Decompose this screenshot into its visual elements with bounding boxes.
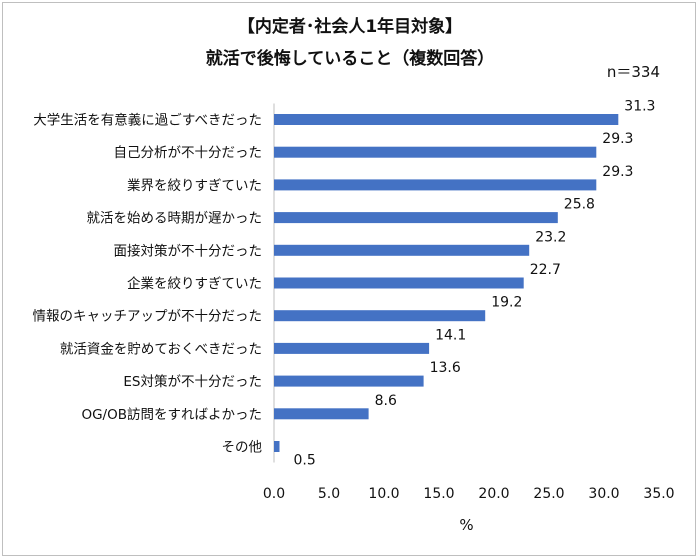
value-label: 29.3 — [602, 164, 633, 180]
category-label: 情報のキャッチアップが不十分だった — [33, 309, 263, 325]
bar — [274, 277, 524, 289]
bar — [274, 408, 369, 420]
value-label: 29.3 — [602, 131, 633, 147]
category-label: 就活資金を貯めておくべきだった — [60, 341, 262, 357]
x-axis-label: % — [459, 516, 473, 534]
bar — [274, 146, 597, 158]
category-label: OG/OB訪問をすればよかった — [81, 407, 262, 423]
category-label: ES対策が不十分だった — [123, 373, 262, 390]
chart-title: 【内定者･社会人1年目対象】 就活で後悔していること（複数回答） — [0, 14, 700, 72]
x-tick-label: 0.0 — [263, 486, 285, 502]
x-tick-label: 25.0 — [533, 486, 564, 502]
value-label: 23.2 — [535, 229, 566, 245]
bar — [274, 310, 486, 322]
value-label: 0.5 — [294, 453, 316, 469]
bar — [274, 212, 558, 224]
value-label: 14.1 — [435, 327, 466, 343]
category-label: 企業を絞りすぎていた — [127, 275, 262, 292]
x-tick-label: 15.0 — [423, 486, 454, 502]
sample-size-note: n＝334 — [606, 63, 660, 81]
bar — [274, 441, 280, 452]
category-label: その他 — [222, 440, 263, 456]
chart-title-line-1: 【内定者･社会人1年目対象】 — [237, 17, 463, 37]
bar — [274, 244, 530, 256]
value-label: 31.3 — [624, 99, 655, 115]
x-tick-label: 5.0 — [318, 486, 340, 502]
x-tick-label: 10.0 — [368, 486, 399, 502]
chart-title-line-2: 就活で後悔していること（複数回答） — [205, 49, 495, 69]
bar — [274, 114, 619, 125]
x-tick-label: 20.0 — [478, 486, 509, 502]
category-label: 就活を始める時期が遅かった — [87, 211, 263, 227]
category-label: 自己分析が不十分だった — [114, 145, 263, 161]
value-label: 25.8 — [564, 197, 595, 213]
bar — [274, 375, 424, 387]
value-label: 13.6 — [430, 360, 461, 376]
bar — [274, 179, 597, 191]
x-tick-label: 30.0 — [588, 486, 619, 502]
value-label: 22.7 — [530, 262, 561, 278]
category-label: 大学生活を有意義に過ごすべきだった — [33, 112, 262, 129]
value-label: 8.6 — [375, 393, 397, 409]
category-label: 面接対策が不十分だった — [114, 242, 263, 259]
category-label: 業界を絞りすぎていた — [127, 178, 262, 194]
bar — [274, 342, 430, 354]
value-label: 19.2 — [491, 295, 522, 311]
x-tick-label: 35.0 — [643, 486, 674, 502]
